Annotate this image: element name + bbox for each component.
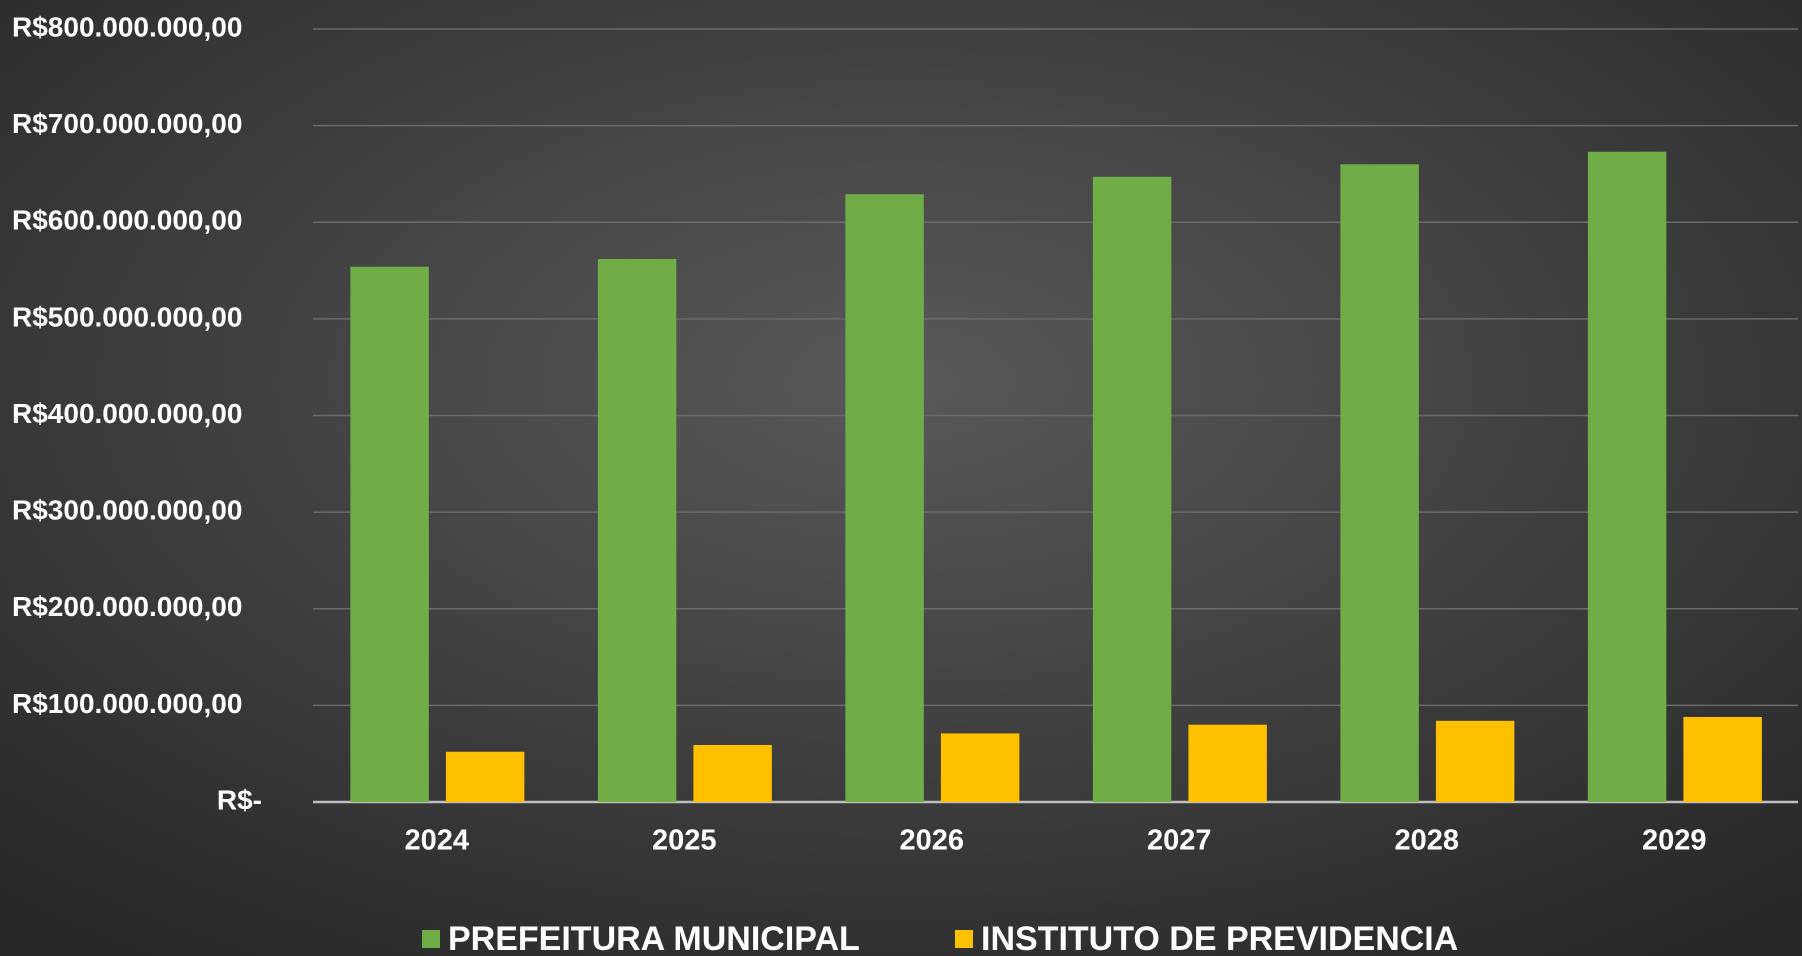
y-tick-label: R$100.000.000,00 — [12, 688, 242, 719]
bar — [845, 194, 924, 802]
bar — [445, 751, 525, 802]
y-tick-label: R$700.000.000,00 — [12, 108, 242, 139]
y-tick-label: R$200.000.000,00 — [12, 591, 242, 622]
bar — [1435, 720, 1515, 802]
legend-label: PREFEITURA MUNICIPAL — [448, 920, 860, 956]
x-tick-label: 2024 — [404, 825, 469, 857]
y-tick-label: R$300.000.000,00 — [12, 495, 242, 526]
bar — [940, 733, 1020, 802]
bar — [1683, 716, 1762, 802]
x-tick-label: 2027 — [1147, 825, 1212, 857]
bar — [1188, 724, 1267, 802]
legend-swatch — [955, 930, 973, 948]
y-tick-label: R$800.000.000,00 — [12, 11, 242, 42]
x-tick-label: 2025 — [652, 825, 717, 857]
bar — [597, 258, 677, 802]
x-tick-label: 2028 — [1394, 825, 1459, 857]
bar — [1092, 176, 1172, 802]
legend-label: INSTITUTO DE PREVIDENCIA — [981, 920, 1458, 956]
y-tick-label: R$500.000.000,00 — [12, 301, 242, 332]
x-tick-label: 2026 — [899, 825, 964, 857]
x-tick-label: 2029 — [1642, 825, 1707, 857]
y-tick-label: R$400.000.000,00 — [12, 398, 242, 429]
y-tick-label: R$- — [217, 784, 262, 815]
y-tick-label: R$600.000.000,00 — [12, 205, 242, 236]
legend-swatch — [422, 930, 440, 948]
bar — [1587, 151, 1667, 802]
bar — [693, 744, 772, 802]
bar — [350, 266, 429, 802]
bar — [1340, 164, 1419, 802]
